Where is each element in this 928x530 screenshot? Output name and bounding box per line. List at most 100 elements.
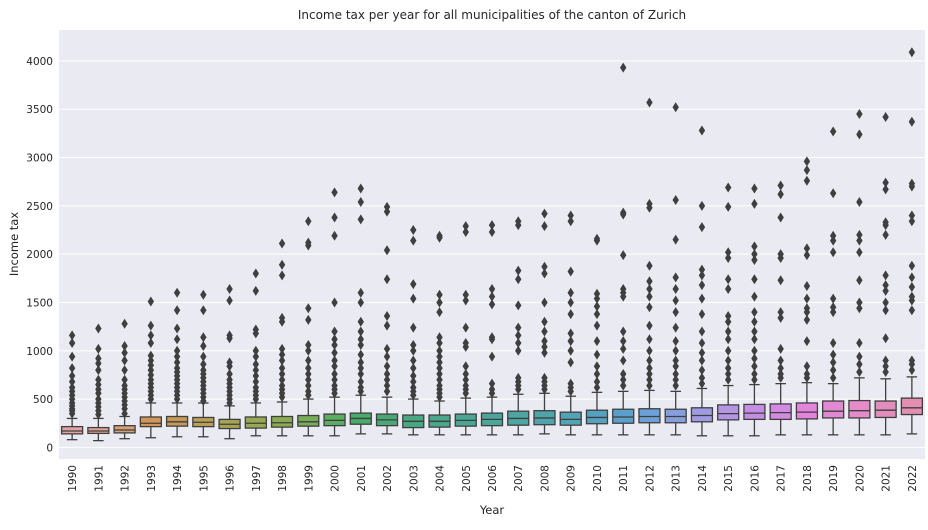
outlier-point xyxy=(829,365,837,376)
outlier-point xyxy=(383,374,391,385)
outlier-point xyxy=(646,368,653,379)
outlier-point xyxy=(751,183,758,194)
outlier-point xyxy=(751,361,758,372)
outlier-point xyxy=(908,216,916,227)
x-tick-label: 2000 xyxy=(330,465,342,492)
outlier-point xyxy=(410,363,417,374)
outlier-point xyxy=(357,316,364,327)
outlier-point xyxy=(593,349,601,360)
box-2002 xyxy=(375,201,399,435)
outlier-point xyxy=(383,351,391,362)
outlier-point xyxy=(777,355,784,366)
outlier-point xyxy=(121,347,128,358)
outlier-point xyxy=(672,368,679,379)
outlier-point xyxy=(200,289,207,300)
outlier-point xyxy=(829,349,837,360)
outlier-point xyxy=(488,291,496,302)
outlier-point xyxy=(68,363,76,374)
outlier-point xyxy=(488,332,496,343)
outlier-point xyxy=(383,386,391,397)
outlier-point xyxy=(908,260,916,271)
box-iqr xyxy=(139,416,162,428)
outlier-point xyxy=(68,351,76,362)
box-2018 xyxy=(795,156,819,436)
outlier-point xyxy=(672,336,679,347)
outlier-point xyxy=(829,293,837,304)
outlier-point xyxy=(200,305,207,316)
outlier-point xyxy=(803,243,811,254)
outlier-point xyxy=(278,380,286,391)
x-tick-label: 2012 xyxy=(644,465,656,492)
outlier-point xyxy=(724,355,732,366)
outlier-point xyxy=(724,182,732,193)
outlier-point xyxy=(173,287,181,298)
box-2017 xyxy=(769,180,792,436)
outlier-point xyxy=(357,339,364,350)
outlier-point xyxy=(777,212,784,223)
outlier-point xyxy=(541,297,548,308)
outlier-point xyxy=(908,291,916,302)
outlier-point xyxy=(488,283,496,294)
outlier-point xyxy=(620,355,627,366)
outlier-point xyxy=(803,293,811,304)
outlier-point xyxy=(305,363,312,374)
outlier-point xyxy=(724,374,732,385)
outlier-point xyxy=(357,287,364,298)
outlier-point xyxy=(305,237,312,248)
outlier-point xyxy=(541,341,548,352)
outlier-point xyxy=(541,268,548,279)
outlier-point xyxy=(68,370,76,381)
outlier-point xyxy=(751,241,758,252)
outlier-point xyxy=(908,47,916,58)
box-2022 xyxy=(900,47,924,435)
outlier-point xyxy=(305,303,312,314)
outlier-point xyxy=(305,368,312,379)
box-1995 xyxy=(192,289,215,438)
outlier-point xyxy=(357,357,364,368)
outlier-point xyxy=(646,283,653,294)
outlier-point xyxy=(515,330,522,341)
outlier-point xyxy=(724,311,732,321)
outlier-point xyxy=(751,249,758,260)
outlier-point xyxy=(698,355,706,366)
outlier-point xyxy=(672,272,679,283)
outlier-point xyxy=(567,266,574,277)
outlier-point xyxy=(383,380,391,391)
outlier-point xyxy=(515,338,522,349)
outlier-point xyxy=(173,323,181,334)
y-tick-label: 2000 xyxy=(26,249,53,261)
outlier-point xyxy=(226,283,233,294)
outlier-point xyxy=(147,338,155,349)
outlier-point xyxy=(462,374,469,385)
outlier-point xyxy=(278,368,286,379)
box-2011 xyxy=(612,62,635,436)
outlier-point xyxy=(410,322,417,333)
outlier-point xyxy=(410,235,417,246)
outlier-point xyxy=(620,368,627,379)
outlier-point xyxy=(252,345,260,356)
outlier-point xyxy=(593,336,601,347)
outlier-point xyxy=(515,216,522,227)
box-2016 xyxy=(743,183,766,437)
x-tick-label: 1993 xyxy=(146,465,158,492)
outlier-point xyxy=(541,261,548,272)
outlier-point xyxy=(698,200,706,211)
outlier-point xyxy=(68,330,76,341)
outlier-point xyxy=(410,345,417,356)
box-iqr xyxy=(297,414,320,427)
box-1996 xyxy=(218,283,241,440)
x-tick-label: 2008 xyxy=(539,465,551,492)
outlier-point xyxy=(751,345,758,356)
outlier-point xyxy=(488,351,496,362)
box-iqr xyxy=(60,425,84,435)
x-tick-label: 2014 xyxy=(697,465,709,492)
outlier-point xyxy=(882,367,889,378)
outlier-point xyxy=(278,355,286,366)
box-2003 xyxy=(402,225,425,436)
y-tick-label: 1500 xyxy=(26,297,53,309)
outlier-point xyxy=(173,357,181,368)
y-tick-label: 500 xyxy=(33,394,53,406)
outlier-point xyxy=(672,234,679,245)
outlier-point xyxy=(383,274,391,285)
outlier-point xyxy=(278,343,286,354)
